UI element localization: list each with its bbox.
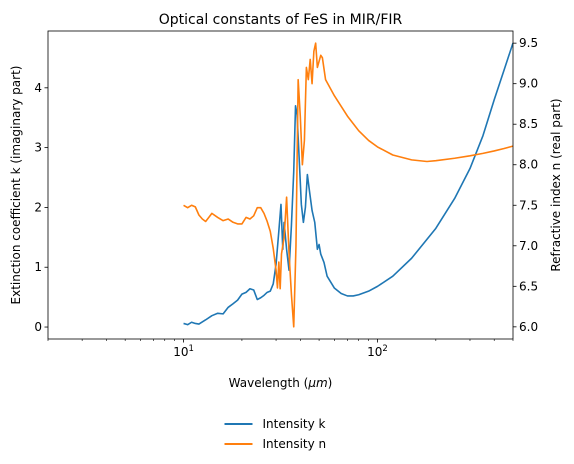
y-left-tick-label: 2 bbox=[34, 200, 42, 214]
y-right-tick-label: 8.0 bbox=[519, 158, 538, 172]
axes-frame bbox=[47, 30, 514, 340]
x-tick-label: 101 bbox=[173, 344, 194, 359]
series-line-n bbox=[183, 42, 513, 328]
legend: Intensity k Intensity n bbox=[224, 417, 327, 451]
series-line-k bbox=[183, 42, 513, 326]
x-axis-label: Wavelength (μm) bbox=[229, 376, 333, 390]
y-left-tick-label: 4 bbox=[34, 81, 42, 95]
legend-label-n: Intensity n bbox=[263, 437, 327, 451]
legend-label-k: Intensity k bbox=[263, 417, 326, 431]
y-right-tick-label: 6.0 bbox=[519, 320, 538, 334]
y-axis-left-label: Extinction coefficient k (imaginary part… bbox=[9, 66, 23, 305]
y-right-tick-label: 7.0 bbox=[519, 239, 538, 253]
y-right-tick-label: 9.5 bbox=[519, 36, 538, 50]
x-axis-label-unit: μm bbox=[307, 376, 327, 390]
x-axis-label-close: ) bbox=[328, 376, 333, 390]
plot-frame bbox=[48, 31, 513, 339]
axes-layer: 101 102 0 1 2 3 4 6.0 6.5 7.0 7.5 8.0 8.5 9.0 9.5 bbox=[34, 30, 538, 359]
y-right-tick-label: 8.5 bbox=[519, 117, 538, 131]
y-right-tick-label: 6.5 bbox=[519, 279, 538, 293]
y-right-tick-label: 9.0 bbox=[519, 77, 538, 91]
chart-title: Optical constants of FeS in MIR/FIR bbox=[159, 12, 403, 28]
plot-area bbox=[48, 31, 513, 339]
series-layer bbox=[183, 42, 513, 328]
x-tick-label: 102 bbox=[367, 344, 388, 359]
y-left-tick-label: 3 bbox=[34, 141, 42, 155]
y-axis-right-label: Refractive index n (real part) bbox=[549, 98, 563, 271]
y-right-tick-label: 7.5 bbox=[519, 198, 538, 212]
y-left-tick-label: 0 bbox=[34, 320, 42, 334]
y-left-tick-label: 1 bbox=[34, 260, 42, 274]
x-axis-label-text: Wavelength ( bbox=[229, 376, 309, 390]
